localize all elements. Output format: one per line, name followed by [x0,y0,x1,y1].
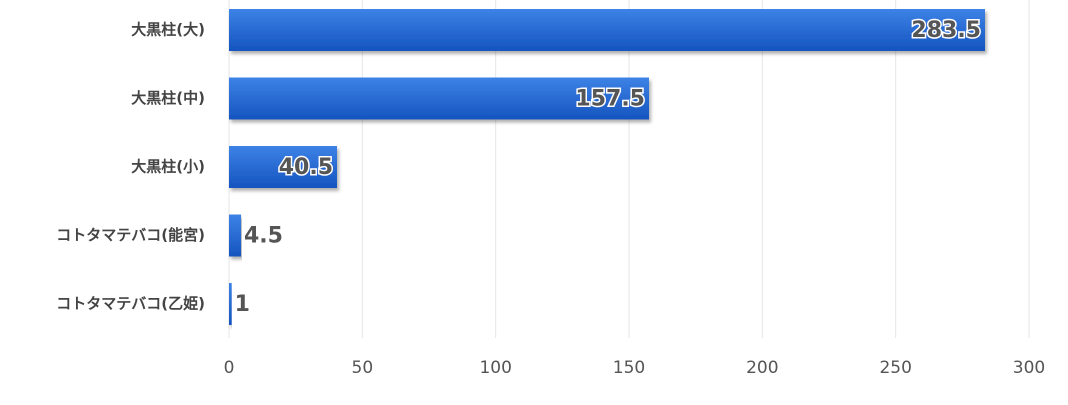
bar [229,77,649,120]
y-tick-label: 大黒柱(中) [131,89,205,107]
value-label: 157.5 [575,87,645,112]
x-tick-label: 50 [352,358,374,378]
x-tick-label: 150 [613,358,645,378]
bar [229,283,232,325]
x-tick-label: 250 [879,358,911,378]
y-tick-label: コトタマテバコ(能宮) [56,226,205,244]
value-label: 40.5 [279,155,333,180]
x-tick-label: 0 [224,358,235,378]
value-label: 1 [235,292,250,317]
y-tick-label: コトタマテバコ(乙姫) [56,295,205,313]
value-label: 283.5 [911,18,981,43]
x-tick-label: 100 [479,358,511,378]
value-label: 4.5 [244,224,283,249]
x-tick-label: 300 [1013,358,1045,378]
bar [229,214,241,257]
bar [229,146,337,188]
x-tick-label: 200 [746,358,778,378]
bar [229,9,985,51]
y-tick-label: 大黒柱(小) [131,158,205,176]
y-tick-label: 大黒柱(大) [131,21,205,39]
